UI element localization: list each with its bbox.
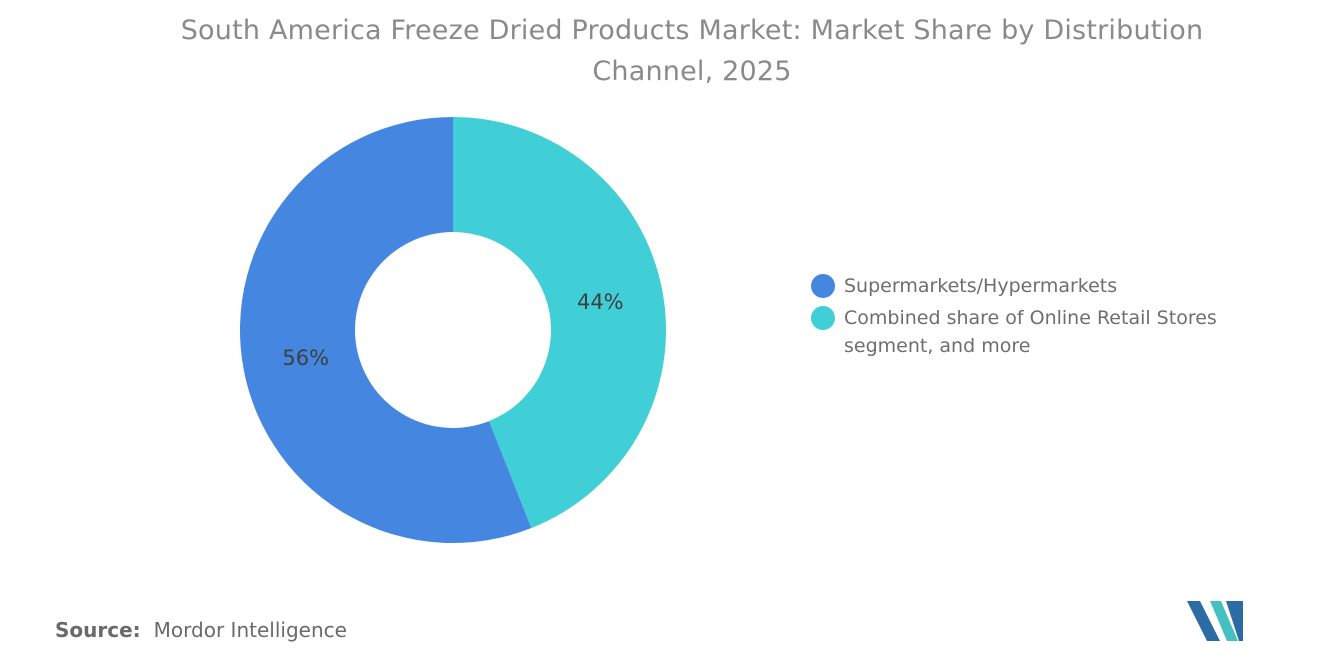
logo-middle-stroke (1210, 601, 1238, 641)
source-line: Source: Mordor Intelligence (55, 615, 347, 645)
legend-marker-supermarkets-hypermarkets (811, 274, 835, 298)
legend-item-supermarkets-hypermarkets[interactable]: Supermarkets/Hypermarkets (811, 272, 1264, 300)
legend-label-online-retail-stores: Combined share of Online Retail Stores s… (844, 307, 1217, 357)
donut-slice-0[interactable] (239, 117, 532, 543)
logo-right-stroke (1226, 601, 1243, 641)
chart-legend: Supermarkets/Hypermarkets Combined share… (811, 272, 1264, 364)
page-title-line2: Channel, 2025 (592, 56, 792, 87)
donut-chart: 56% 44% (239, 117, 666, 543)
donut-slice-1[interactable] (453, 117, 666, 529)
mordor-intelligence-logo (1187, 601, 1243, 641)
page-title: South America Freeze Dried Products Mark… (64, 10, 1320, 92)
legend-label-supermarkets-hypermarkets: Supermarkets/Hypermarkets (844, 275, 1118, 297)
logo-left-stroke (1187, 601, 1220, 641)
legend-item-online-retail-stores[interactable]: Combined share of Online Retail Stores s… (811, 304, 1264, 360)
legend-marker-online-retail-stores (811, 306, 835, 330)
source-text: Mordor Intelligence (153, 618, 347, 642)
slice-data-label-0: 56% (282, 346, 329, 370)
slice-data-label-1: 44% (577, 290, 624, 314)
source-label: Source: (55, 618, 141, 642)
page-title-line1: South America Freeze Dried Products Mark… (180, 15, 1204, 46)
